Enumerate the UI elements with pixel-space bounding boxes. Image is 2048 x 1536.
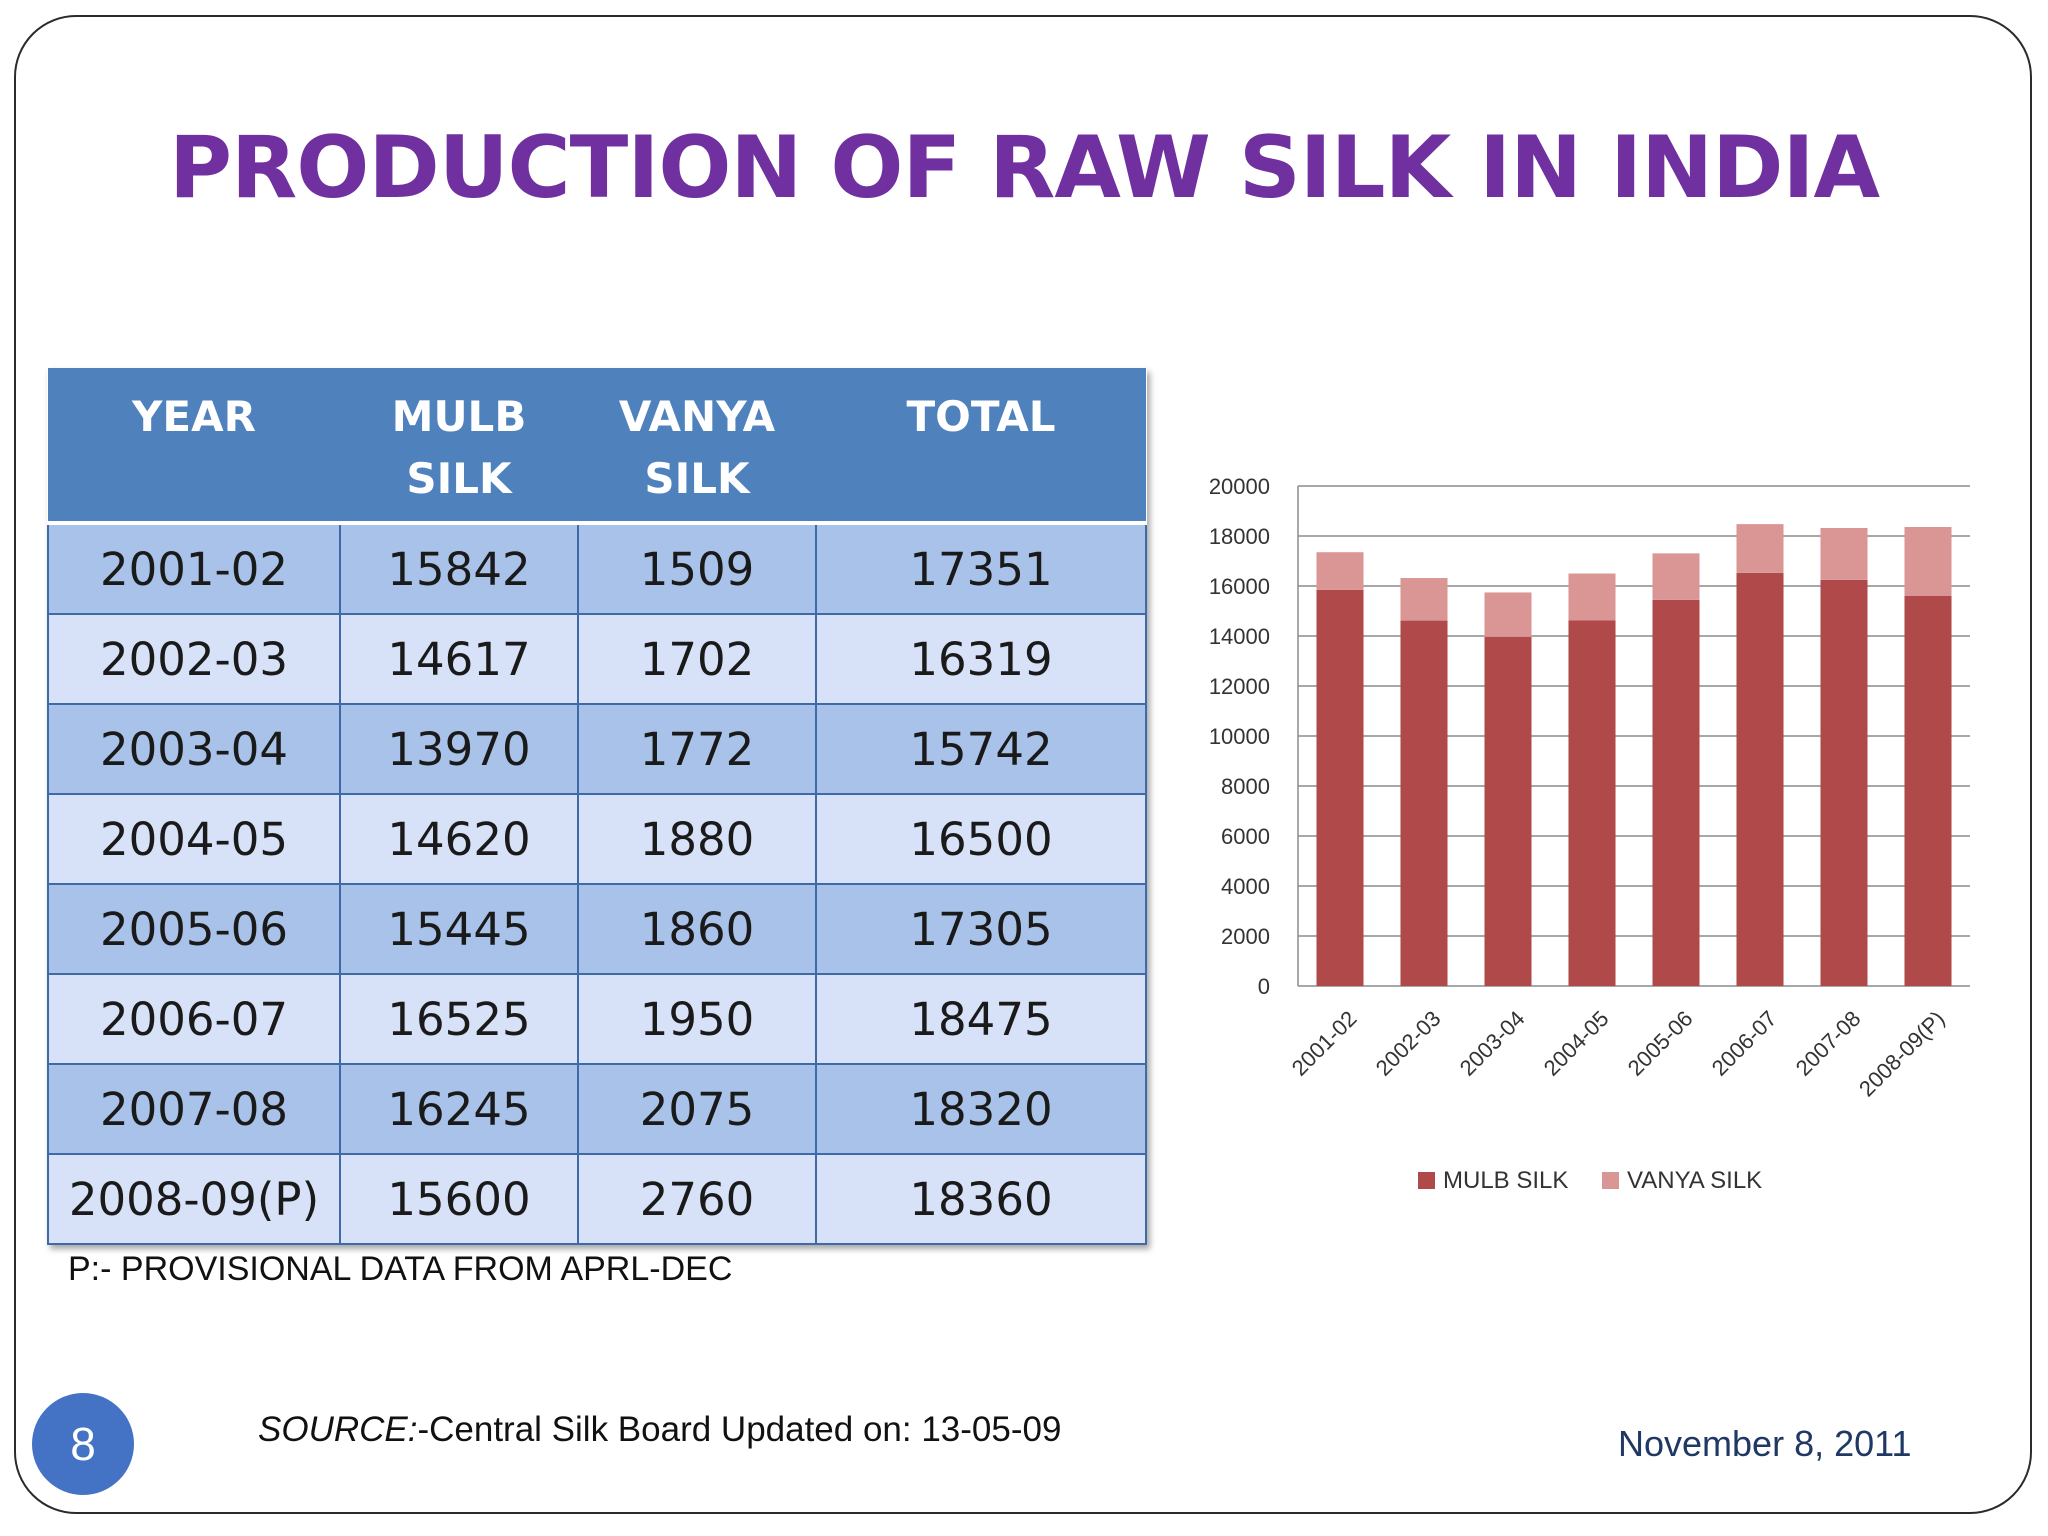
- page-number-badge: 8: [32, 1393, 134, 1495]
- source-text: -Central Silk Board Updated on: 13-05-09: [417, 1410, 1062, 1449]
- x-tick-label: 2006-07: [1707, 1006, 1782, 1081]
- bar-vanya-silk: [1820, 528, 1868, 580]
- mulb-cell: 13970: [339, 703, 579, 795]
- year-cell: 2001-02: [47, 522, 341, 615]
- y-tick-label: 2000: [1221, 924, 1270, 949]
- bar-vanya-silk: [1736, 524, 1784, 573]
- source-label: SOURCE:: [258, 1410, 418, 1449]
- source-line: SOURCE:-Central Silk Board Updated on: 1…: [258, 1410, 1061, 1450]
- bar-vanya-silk: [1484, 592, 1532, 637]
- total-cell: 17351: [815, 522, 1147, 615]
- x-tick-label: 2007-08: [1791, 1006, 1866, 1081]
- year-cell: 2002-03: [47, 613, 341, 705]
- table-header-row: YEAR MULB SILK VANYA SILK TOTAL: [48, 368, 1146, 525]
- year-cell: 2008-09(P): [47, 1153, 341, 1245]
- legend-swatch: [1602, 1172, 1619, 1189]
- y-tick-label: 18000: [1209, 524, 1270, 549]
- y-tick-label: 8000: [1221, 774, 1270, 799]
- bar-mulb-silk: [1904, 596, 1952, 986]
- table-row: 2007-08 16245 2075 18320: [47, 1063, 1147, 1155]
- bar-vanya-silk: [1652, 553, 1700, 600]
- table-row: 2008-09(P) 15600 2760 18360: [47, 1153, 1147, 1245]
- x-tick-label: 2003-04: [1455, 1006, 1530, 1081]
- header-total: TOTAL: [816, 368, 1146, 525]
- table-row: 2004-05 14620 1880 16500: [47, 793, 1147, 885]
- y-tick-label: 16000: [1209, 574, 1270, 599]
- legend-swatch: [1418, 1172, 1435, 1189]
- mulb-cell: 15842: [339, 522, 579, 615]
- year-cell: 2006-07: [47, 973, 341, 1065]
- bar-vanya-silk: [1316, 552, 1364, 590]
- y-tick-label: 6000: [1221, 824, 1270, 849]
- vanya-cell: 1772: [577, 703, 817, 795]
- header-mulb-silk: MULB SILK: [340, 368, 578, 525]
- bar-mulb-silk: [1820, 579, 1868, 986]
- total-cell: 16319: [815, 613, 1147, 705]
- y-tick-label: 4000: [1221, 874, 1270, 899]
- x-tick-label: 2008-09(P): [1854, 1006, 1950, 1102]
- year-cell: 2004-05: [47, 793, 341, 885]
- y-tick-label: 12000: [1209, 674, 1270, 699]
- legend-label: MULB SILK: [1443, 1167, 1568, 1194]
- slide-title: PRODUCTION OF RAW SILK IN INDIA: [168, 118, 1880, 218]
- total-cell: 18320: [815, 1063, 1147, 1155]
- bar-vanya-silk: [1400, 578, 1448, 621]
- vanya-cell: 2760: [577, 1153, 817, 1245]
- mulb-cell: 16525: [339, 973, 579, 1065]
- x-tick-label: 2001-02: [1287, 1006, 1362, 1081]
- year-cell: 2005-06: [47, 883, 341, 975]
- legend-label: VANYA SILK: [1627, 1167, 1762, 1194]
- mulb-cell: 16245: [339, 1063, 579, 1155]
- table-row: 2006-07 16525 1950 18475: [47, 973, 1147, 1065]
- bar-mulb-silk: [1736, 572, 1784, 986]
- table-row: 2003-04 13970 1772 15742: [47, 703, 1147, 795]
- y-tick-label: 14000: [1209, 624, 1270, 649]
- table-row: 2001-02 15842 1509 17351: [47, 522, 1147, 615]
- total-cell: 17305: [815, 883, 1147, 975]
- bar-mulb-silk: [1484, 636, 1532, 986]
- year-cell: 2003-04: [47, 703, 341, 795]
- slide-date: November 8, 2011: [1618, 1423, 1912, 1464]
- bar-mulb-silk: [1400, 620, 1448, 986]
- mulb-cell: 15445: [339, 883, 579, 975]
- bar-mulb-silk: [1652, 599, 1700, 986]
- table-row: 2002-03 14617 1702 16319: [47, 613, 1147, 705]
- x-tick-label: 2004-05: [1539, 1006, 1614, 1081]
- mulb-cell: 15600: [339, 1153, 579, 1245]
- mulb-cell: 14620: [339, 793, 579, 885]
- provisional-note: P:- PROVISIONAL DATA FROM APRL-DEC: [68, 1250, 733, 1288]
- header-year: YEAR: [48, 368, 340, 525]
- x-tick-label: 2002-03: [1371, 1006, 1446, 1081]
- y-tick-label: 0: [1258, 974, 1270, 999]
- total-cell: 15742: [815, 703, 1147, 795]
- vanya-cell: 1860: [577, 883, 817, 975]
- vanya-cell: 2075: [577, 1063, 817, 1155]
- bar-vanya-silk: [1568, 573, 1616, 621]
- vanya-cell: 1950: [577, 973, 817, 1065]
- total-cell: 16500: [815, 793, 1147, 885]
- silk-production-table: YEAR MULB SILK VANYA SILK TOTAL 2001-02 15…: [47, 368, 1147, 1245]
- bar-mulb-silk: [1316, 589, 1364, 986]
- vanya-cell: 1509: [577, 522, 817, 615]
- x-tick-label: 2005-06: [1623, 1006, 1698, 1081]
- year-cell: 2007-08: [47, 1063, 341, 1155]
- stacked-bar-chart: 0 2000 4000 6000 8000 10000 12000 14000 16000 180…: [1209, 474, 1970, 1194]
- vanya-cell: 1880: [577, 793, 817, 885]
- mulb-cell: 14617: [339, 613, 579, 705]
- y-tick-label: 20000: [1209, 474, 1270, 499]
- header-vanya-silk: VANYA SILK: [578, 368, 816, 525]
- bar-vanya-silk: [1904, 527, 1952, 596]
- total-cell: 18475: [815, 973, 1147, 1065]
- table-row: 2005-06 15445 1860 17305: [47, 883, 1147, 975]
- total-cell: 18360: [815, 1153, 1147, 1245]
- bar-mulb-silk: [1568, 620, 1616, 986]
- vanya-cell: 1702: [577, 613, 817, 705]
- y-tick-label: 10000: [1209, 724, 1270, 749]
